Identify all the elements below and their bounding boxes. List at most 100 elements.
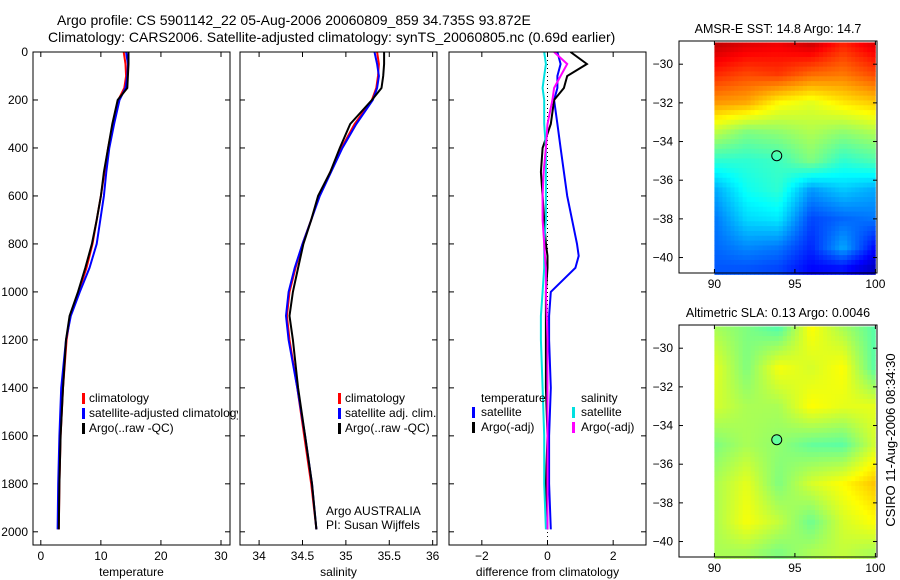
heatmap-cell [770, 442, 776, 448]
heatmap-cell [827, 423, 832, 429]
heatmap-cell [847, 447, 852, 453]
heatmap-cell [823, 71, 828, 77]
heatmap-cell [770, 408, 776, 414]
heatmap-cell [782, 548, 788, 555]
heatmap-cell [714, 389, 719, 395]
heatmap-cell [859, 100, 864, 106]
heatmap-cell [778, 110, 784, 116]
heatmap-cell [835, 519, 840, 526]
heatmap-cell [766, 442, 772, 448]
heatmap-cell [782, 355, 788, 361]
heatmap-cell [718, 197, 723, 203]
heatmap-cell [722, 139, 727, 145]
heatmap-cell [782, 500, 788, 506]
heatmap-cell [802, 52, 808, 58]
figure-title-line1: Argo profile: CS 5901142_22 05-Aug-2006 … [57, 12, 531, 28]
heatmap-cell [839, 235, 844, 242]
heatmap-cell [774, 548, 780, 555]
heatmap-cell [827, 182, 832, 188]
heatmap-cell [774, 197, 780, 203]
heatmap-cell [867, 56, 872, 63]
heatmap-cell [750, 177, 756, 184]
heatmap-cell [802, 226, 808, 232]
heatmap-cell [823, 461, 828, 468]
heatmap-cell [726, 85, 731, 92]
legend-swatch [82, 393, 85, 404]
heatmap-cell [782, 81, 788, 87]
heatmap-cell [714, 495, 719, 501]
heatmap-cell [778, 500, 784, 506]
heatmap-cell [722, 100, 727, 106]
heatmap-cell [811, 476, 816, 482]
heatmap-cell [819, 148, 824, 155]
heatmap-cell [823, 408, 828, 414]
heatmap-cell [839, 548, 844, 555]
heatmap-cell [786, 471, 792, 477]
heatmap-cell [798, 182, 804, 188]
heatmap-cell [806, 365, 812, 371]
heatmap-cell [839, 158, 844, 164]
heatmap-cell [859, 143, 864, 150]
heatmap-cell [790, 408, 796, 414]
heatmap-cell [730, 255, 735, 261]
heatmap-cell [726, 168, 731, 174]
heatmap-cell [778, 177, 784, 184]
heatmap-cell [851, 340, 856, 347]
heatmap-cell [722, 539, 727, 545]
heatmap-cell [714, 100, 719, 106]
heatmap-cell [774, 490, 780, 497]
heatmap-cell [867, 365, 872, 371]
heatmap-cell [794, 447, 800, 453]
heatmap-cell [758, 42, 764, 48]
heatmap-cell [794, 56, 800, 63]
heatmap-cell [811, 355, 816, 361]
annotation-text: PI: Susan Wijffels [326, 518, 420, 532]
heatmap-cell [722, 442, 727, 448]
heatmap-cell [867, 350, 872, 356]
heatmap-cell [742, 245, 748, 251]
heatmap-cell [843, 124, 848, 130]
heatmap-cell [742, 389, 748, 395]
heatmap-cell [851, 95, 856, 101]
heatmap-cell [730, 119, 735, 126]
heatmap-cell [762, 211, 768, 217]
heatmap-cell [843, 66, 848, 72]
heatmap-cell [726, 543, 731, 550]
heatmap-cell [718, 519, 723, 526]
heatmap-cell [718, 452, 723, 458]
heatmap-cell [742, 437, 748, 443]
heatmap-cell [819, 481, 824, 487]
heatmap-cell [750, 76, 756, 82]
heatmap-cell [794, 456, 800, 463]
heatmap-cell [863, 192, 868, 198]
heatmap-cell [738, 413, 743, 419]
heatmap-cell [859, 529, 864, 535]
legend-swatch [472, 407, 475, 418]
heatmap-cell [762, 326, 768, 332]
heatmap-cell [738, 177, 743, 184]
heatmap-cell [855, 456, 860, 463]
heatmap-cell [742, 447, 748, 453]
heatmap-cell [714, 187, 719, 193]
heatmap-cell [827, 336, 832, 342]
heatmap-cell [835, 442, 840, 448]
heatmap-cell [843, 76, 848, 82]
heatmap-cell [714, 226, 719, 232]
heatmap-cell [863, 168, 868, 174]
heatmap-cell [782, 76, 788, 82]
heatmap-cell [863, 182, 868, 188]
heatmap-cell [718, 71, 723, 77]
heatmap-cell [815, 442, 820, 448]
heatmap-cell [839, 529, 844, 535]
heatmap-cell [750, 369, 756, 376]
heatmap-cell [806, 182, 812, 188]
heatmap-cell [851, 398, 856, 405]
y-tick-label: 1600 [1, 429, 28, 443]
heatmap-cell [762, 264, 768, 271]
heatmap-cell [754, 427, 760, 434]
heatmap-cell [839, 543, 844, 550]
heatmap-cell [774, 110, 780, 116]
heatmap-cell [794, 398, 800, 405]
heatmap-cell [734, 553, 739, 559]
heatmap-cell [843, 245, 848, 251]
